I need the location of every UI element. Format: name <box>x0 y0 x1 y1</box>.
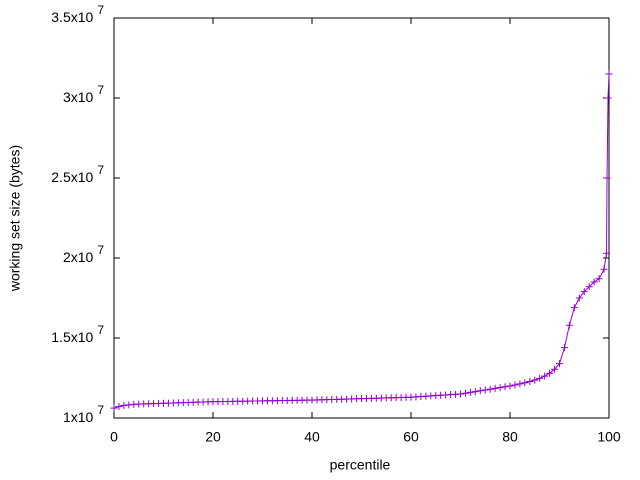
x-tick-label: 20 <box>205 429 221 445</box>
x-axis-label: percentile <box>330 457 391 473</box>
point-marker <box>560 344 568 352</box>
point-marker <box>511 381 519 389</box>
y-axis-label: working set size (bytes) <box>7 145 23 292</box>
point-marker <box>120 402 128 410</box>
point-marker <box>603 174 611 182</box>
y-tick-label: 1.5x10 7 <box>51 323 104 345</box>
x-tick-label: 0 <box>110 429 118 445</box>
point-marker <box>570 304 578 312</box>
plot-frame <box>113 17 610 419</box>
y-tick-label: 3.5x10 7 <box>51 3 104 25</box>
y-tick-label: 2.5x10 7 <box>51 163 104 185</box>
point-marker <box>501 383 509 391</box>
point-marker <box>481 386 489 394</box>
point-marker <box>521 379 529 387</box>
point-marker <box>491 384 499 392</box>
x-tick-label: 60 <box>403 429 419 445</box>
point-marker <box>603 249 611 257</box>
point-marker <box>466 388 474 396</box>
point-marker <box>457 390 464 398</box>
point-marker <box>565 321 573 329</box>
x-tick-label: 40 <box>304 429 320 445</box>
data-line <box>113 73 610 409</box>
point-marker <box>110 404 118 412</box>
point-marker <box>471 388 479 396</box>
point-marker <box>551 365 559 373</box>
point-marker <box>546 369 554 377</box>
point-marker <box>115 402 123 410</box>
point-marker <box>526 378 534 386</box>
y-tick-label: 3x10 7 <box>63 83 104 105</box>
point-marker <box>580 288 588 296</box>
point-marker <box>575 294 583 302</box>
point-marker <box>600 265 608 273</box>
point-marker <box>486 385 494 393</box>
point-marker <box>506 382 514 390</box>
point-marker <box>604 94 612 102</box>
y-tick-label: 1x10 7 <box>63 403 104 425</box>
point-marker <box>531 376 539 384</box>
point-marker <box>536 374 544 382</box>
point-marker <box>556 360 563 368</box>
point-marker <box>476 387 484 395</box>
y-tick-label: 2x10 7 <box>63 243 104 265</box>
x-tick-label: 100 <box>597 429 621 445</box>
x-tick-label: 80 <box>502 429 518 445</box>
point-marker <box>605 70 613 78</box>
point-marker <box>496 384 504 392</box>
point-marker <box>541 372 549 380</box>
point-marker <box>585 283 593 291</box>
point-marker <box>595 275 603 283</box>
point-marker <box>590 278 598 286</box>
point-marker <box>461 389 469 397</box>
point-marker <box>516 380 524 388</box>
